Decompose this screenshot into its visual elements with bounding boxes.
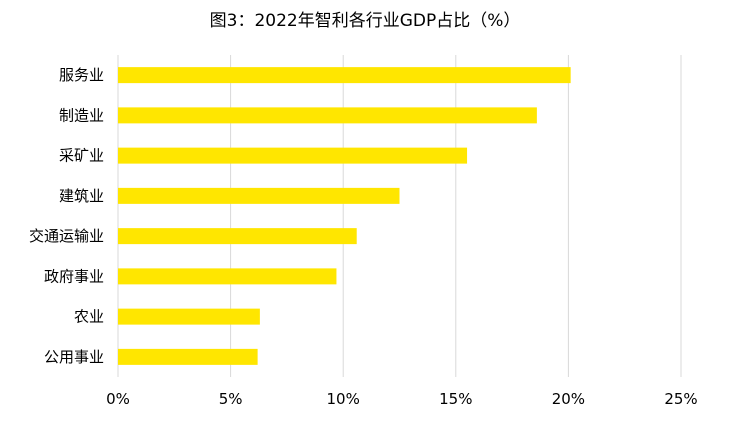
x-tick-label: 15% — [439, 390, 472, 408]
category-label: 采矿业 — [59, 147, 104, 165]
bar — [118, 67, 571, 84]
category-label: 服务业 — [59, 66, 104, 84]
category-label: 制造业 — [59, 106, 104, 124]
x-tick-label: 20% — [552, 390, 585, 408]
category-label: 公用事业 — [44, 348, 104, 366]
bar — [118, 348, 258, 365]
x-tick-label: 0% — [106, 390, 130, 408]
category-label: 建筑业 — [59, 187, 104, 205]
category-label: 政府事业 — [44, 267, 104, 285]
bar — [118, 147, 468, 164]
gridlines — [117, 55, 682, 377]
category-label: 农业 — [74, 308, 104, 326]
bar — [118, 187, 400, 204]
chart-title: 图3：2022年智利各行业GDP占比（%） — [209, 11, 521, 31]
bars — [118, 67, 571, 365]
category-label: 交通运输业 — [29, 227, 104, 245]
x-axis-tick-labels: 0% 5% 10% 15% 20% 25% — [106, 390, 698, 408]
x-tick-label: 5% — [219, 390, 243, 408]
x-tick-label: 25% — [664, 390, 697, 408]
bar — [118, 107, 537, 124]
bar — [118, 268, 337, 285]
bar — [118, 308, 260, 325]
x-tick-label: 10% — [327, 390, 360, 408]
bar — [118, 228, 357, 245]
